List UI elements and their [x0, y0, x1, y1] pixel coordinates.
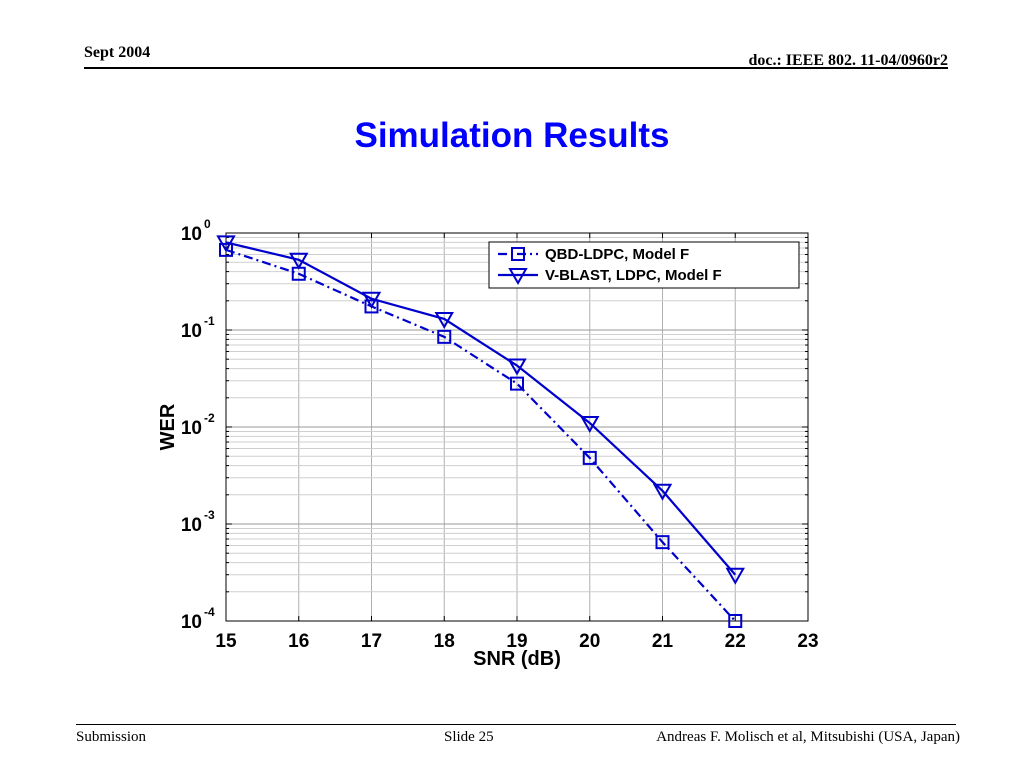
x-tick-label: 16	[288, 631, 309, 652]
series-1-point	[510, 376, 524, 391]
x-tick-label: 22	[725, 631, 746, 652]
x-axis-label: SNR (dB)	[473, 648, 561, 670]
series-2-point	[361, 291, 382, 309]
y-tick-exponent: -1	[204, 314, 215, 328]
series-1-point	[655, 535, 670, 550]
x-tick-label: 20	[579, 631, 600, 652]
y-tick-exponent: -3	[204, 508, 215, 522]
y-tick-exponent: 0	[204, 217, 211, 231]
x-tick-label: 21	[652, 631, 674, 652]
x-tick-label: 23	[797, 631, 818, 652]
x-tick-label: 17	[361, 631, 382, 652]
chart-series	[216, 235, 745, 628]
y-tick-label: 10	[181, 321, 202, 342]
legend-label: QBD-LDPC, Model F	[545, 246, 689, 263]
footer-divider	[76, 724, 956, 725]
series-2-point	[580, 415, 600, 434]
slide-title: Simulation Results	[354, 116, 670, 155]
header-date: Sept 2004	[84, 44, 151, 61]
series-1	[219, 242, 743, 628]
y-tick-label: 10	[181, 418, 202, 439]
legend-swatch-marker	[508, 268, 528, 286]
legend-box	[488, 241, 800, 289]
y-axis-label: WER	[157, 403, 179, 450]
series-2-point	[289, 252, 309, 270]
series-1-line	[225, 248, 737, 622]
series-1-point	[582, 450, 597, 465]
chart-grid	[225, 233, 809, 622]
series-2	[216, 235, 745, 585]
x-tick-label: 15	[215, 631, 237, 652]
series-2-line	[225, 241, 737, 576]
legend-label: V-BLAST, LDPC, Model F	[545, 267, 722, 284]
series-2-point	[725, 567, 745, 585]
x-tick-label: 18	[434, 631, 455, 652]
chart-legend: QBD-LDPC, Model F V-BLAST, LDPC, Model F	[488, 241, 800, 289]
series-1-point	[728, 614, 743, 628]
y-tick-exponent: -2	[204, 411, 215, 425]
header-doc-id: doc.: IEEE 802. 11-04/0960r2	[748, 52, 948, 69]
y-tick-label: 10	[181, 515, 202, 536]
y-tick-exponent: -4	[204, 605, 215, 619]
y-tick-label: 10	[181, 612, 202, 633]
series-1-point	[219, 242, 233, 257]
series-2-point	[507, 358, 527, 376]
header-divider	[84, 67, 948, 69]
legend-swatch-marker	[511, 247, 525, 261]
y-tick-label: 10	[181, 224, 202, 245]
series-2-point	[434, 311, 454, 329]
x-tick-label: 19	[506, 631, 527, 652]
footer-submission: Submission	[76, 729, 147, 745]
footer-authors: Andreas F. Molisch et al, Mitsubishi (US…	[656, 729, 960, 745]
footer-slide-number: Slide 25	[444, 729, 494, 745]
series-1-point	[364, 299, 379, 314]
series-2-point	[216, 235, 236, 253]
series-2-point	[652, 483, 673, 501]
series-1-point	[437, 329, 452, 344]
